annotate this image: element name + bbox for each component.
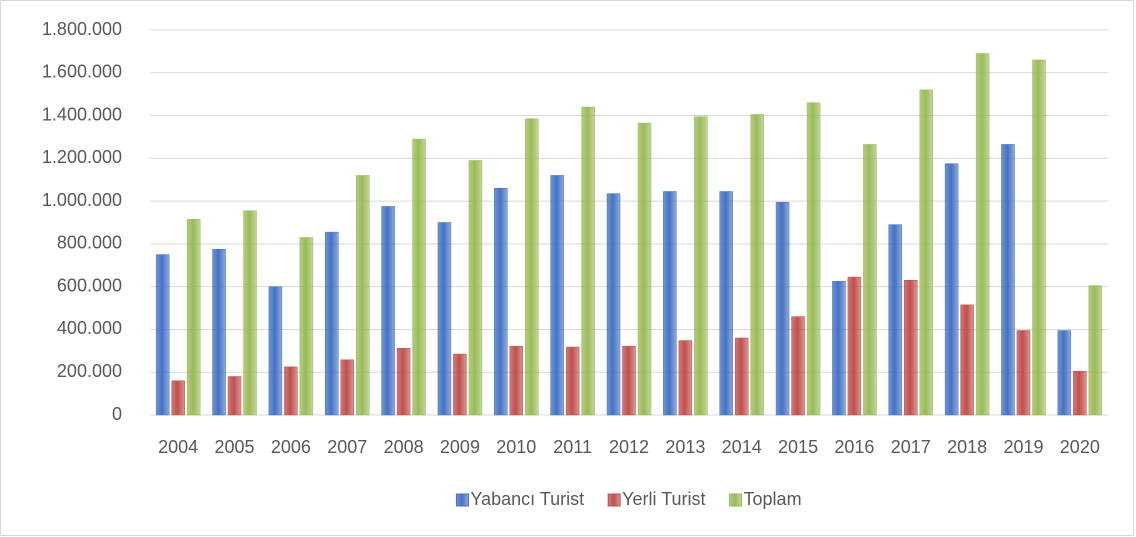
bar	[694, 116, 708, 416]
bar	[1001, 144, 1015, 416]
x-tick-label: 2005	[215, 437, 255, 457]
bar	[284, 366, 298, 416]
bar	[719, 191, 733, 416]
bar	[863, 144, 877, 416]
bar	[888, 224, 903, 416]
bar	[663, 191, 677, 416]
x-tick-label: 2019	[1003, 437, 1043, 457]
bar	[509, 345, 524, 416]
bar	[227, 376, 242, 416]
bar	[155, 254, 170, 416]
bar	[678, 340, 693, 416]
bar	[412, 138, 426, 416]
bar	[186, 219, 201, 416]
y-tick-label: 0	[112, 404, 122, 424]
y-tick-label: 400.000	[57, 318, 122, 338]
bar	[1057, 330, 1072, 416]
bar	[171, 380, 185, 416]
bar	[468, 160, 483, 416]
x-tick-label: 2007	[327, 437, 367, 457]
y-tick-label: 1.200.000	[42, 147, 122, 167]
bar	[960, 304, 974, 416]
legend-marker	[729, 493, 743, 507]
bar	[606, 193, 621, 416]
x-tick-label: 2012	[609, 437, 649, 457]
y-tick-label: 1.800.000	[42, 19, 122, 39]
legend-label: Toplam	[744, 489, 802, 509]
legend-marker	[607, 493, 621, 507]
bar	[919, 89, 934, 416]
x-tick-label: 2004	[158, 437, 198, 457]
bar	[734, 337, 749, 416]
bar	[581, 106, 595, 416]
bar	[622, 345, 636, 416]
bar	[268, 286, 283, 416]
bar	[550, 175, 564, 416]
x-tick-label: 2010	[496, 437, 536, 457]
x-tick-label: 2015	[778, 437, 818, 457]
bar	[324, 231, 339, 416]
x-tick-label: 2017	[891, 437, 931, 457]
bar	[243, 210, 257, 416]
bar	[437, 222, 452, 416]
bar	[975, 53, 990, 416]
bar	[355, 175, 370, 416]
bar	[847, 276, 862, 416]
bar	[832, 281, 846, 416]
bar	[944, 163, 959, 416]
x-tick-label: 2009	[440, 437, 480, 457]
x-tick-label: 2013	[665, 437, 705, 457]
bar	[565, 346, 580, 416]
y-tick-label: 800.000	[57, 233, 122, 253]
x-tick-label: 2016	[834, 437, 874, 457]
bar	[904, 280, 918, 416]
bar	[494, 188, 508, 416]
y-tick-label: 600.000	[57, 275, 122, 295]
x-tick-label: 2020	[1060, 437, 1100, 457]
x-tick-label: 2018	[947, 437, 987, 457]
bar	[1032, 59, 1046, 416]
bar	[750, 114, 764, 416]
y-tick-label: 1.600.000	[42, 62, 122, 82]
bar	[396, 348, 411, 416]
bar	[212, 248, 226, 416]
y-tick-label: 200.000	[57, 361, 122, 381]
x-tick-label: 2014	[722, 437, 762, 457]
bar	[453, 353, 467, 416]
legend-marker	[455, 493, 469, 507]
bar	[1073, 370, 1087, 416]
bar	[299, 237, 314, 416]
bar	[791, 316, 805, 416]
bar	[525, 118, 539, 416]
x-tick-label: 2006	[271, 437, 311, 457]
bar	[775, 201, 790, 416]
bar	[340, 359, 354, 416]
x-tick-label: 2011	[553, 437, 592, 457]
bar	[806, 102, 821, 416]
bar	[1016, 330, 1031, 416]
y-tick-label: 1.400.000	[42, 104, 122, 124]
bar	[1088, 285, 1103, 416]
legend-label: Yerli Turist	[622, 489, 705, 509]
y-tick-label: 1.000.000	[42, 190, 122, 210]
x-tick-label: 2008	[384, 437, 424, 457]
bar	[637, 122, 652, 416]
bar	[381, 206, 395, 416]
legend-label: Yabancı Turist	[470, 489, 584, 509]
